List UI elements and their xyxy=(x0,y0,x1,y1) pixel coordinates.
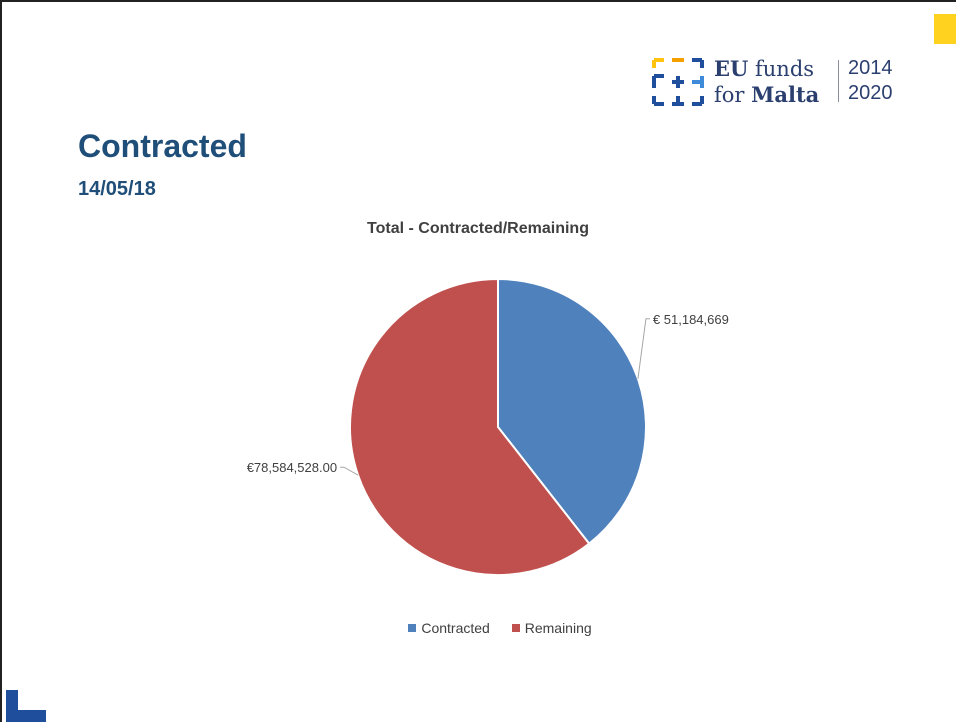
pie-slice-remaining xyxy=(349,277,591,576)
logo-funds: funds xyxy=(748,57,815,81)
logo-years: 2014 2020 xyxy=(848,56,893,106)
slide-title: Contracted xyxy=(78,128,247,164)
chart-legend: Contracted Remaining xyxy=(0,619,956,636)
legend-swatch-contracted xyxy=(408,624,417,632)
slide-border-left xyxy=(0,0,2,722)
logo-eu: EU xyxy=(714,56,749,81)
data-label-contracted: € 51,184,669 xyxy=(653,312,729,327)
legend-label-contracted: Contracted xyxy=(421,620,490,636)
slide-date: 14/05/18 xyxy=(78,178,156,200)
logo-divider xyxy=(838,60,839,102)
leader-line-remaining xyxy=(340,466,359,476)
legend-swatch-remaining xyxy=(511,624,520,632)
legend-item-contracted: Contracted xyxy=(408,620,490,636)
pie-slice-contracted xyxy=(497,277,647,546)
yellow-corner-accent xyxy=(934,14,956,44)
chart-title: Total - Contracted/Remaining xyxy=(367,220,589,237)
logo-for: for xyxy=(714,83,752,107)
eu-funds-logo: EU funds for Malta 2014 2020 xyxy=(650,56,922,108)
legend-item-remaining: Remaining xyxy=(511,620,592,636)
slide-border-top xyxy=(0,0,956,2)
logo-year-end: 2020 xyxy=(848,82,893,104)
data-label-remaining: €78,584,528.00 xyxy=(247,460,337,475)
logo-malta: Malta xyxy=(751,82,820,107)
eu-grid-icon xyxy=(652,58,704,106)
blue-corner-accent-base xyxy=(6,710,46,722)
leader-line-contracted xyxy=(637,318,650,379)
logo-wordmark: EU funds for Malta xyxy=(714,56,819,108)
logo-year-start: 2014 xyxy=(848,57,893,79)
legend-label-remaining: Remaining xyxy=(524,620,592,636)
